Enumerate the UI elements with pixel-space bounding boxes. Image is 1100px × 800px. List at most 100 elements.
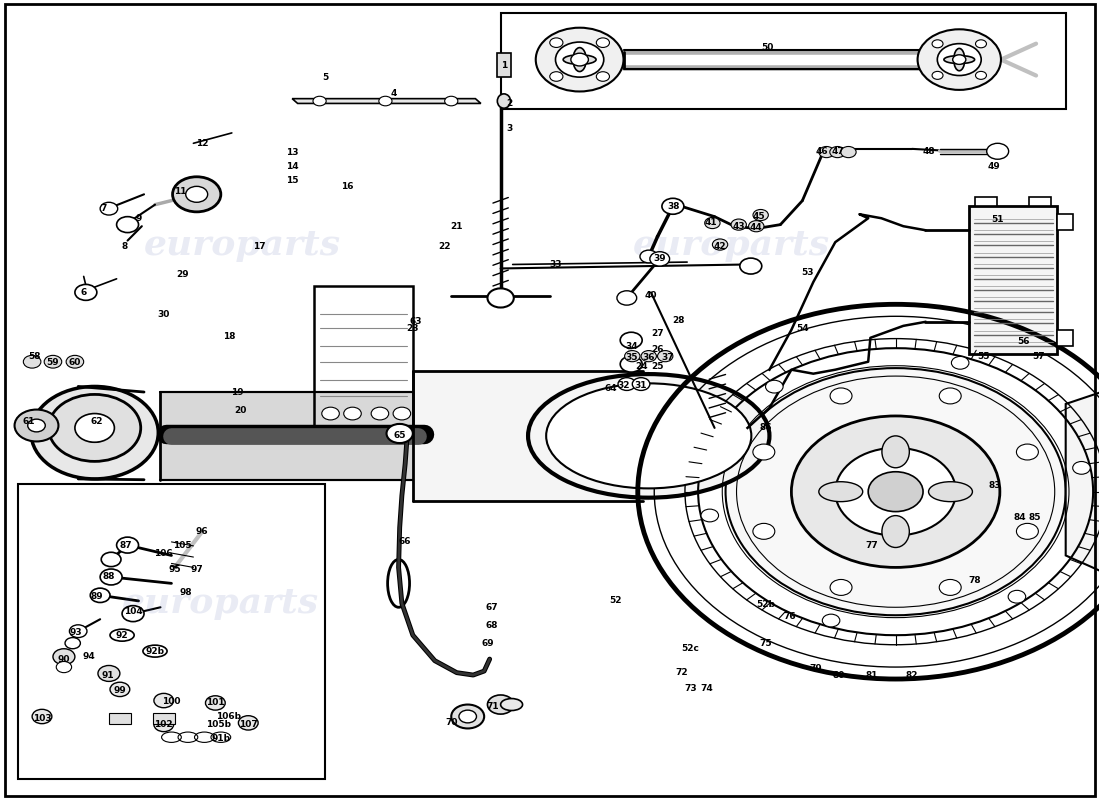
Text: 51: 51 <box>991 215 1004 224</box>
Circle shape <box>701 509 718 522</box>
Circle shape <box>56 662 72 673</box>
Circle shape <box>1016 523 1038 539</box>
Ellipse shape <box>944 55 975 63</box>
Text: 29: 29 <box>176 270 189 278</box>
Bar <box>315 286 412 426</box>
Text: 93: 93 <box>69 628 82 638</box>
Text: 49: 49 <box>988 162 1001 171</box>
Circle shape <box>154 694 174 708</box>
Text: 12: 12 <box>196 138 208 148</box>
Circle shape <box>939 579 961 595</box>
Text: 1: 1 <box>500 61 507 70</box>
Text: 94: 94 <box>82 652 96 662</box>
Circle shape <box>31 386 158 479</box>
Text: 85: 85 <box>1028 513 1042 522</box>
Circle shape <box>868 472 923 512</box>
Circle shape <box>28 419 45 432</box>
Text: 86: 86 <box>760 423 772 433</box>
Text: 9: 9 <box>135 214 142 222</box>
Circle shape <box>117 217 139 233</box>
Circle shape <box>840 146 856 158</box>
Text: 52: 52 <box>609 596 623 606</box>
Circle shape <box>713 239 728 250</box>
Circle shape <box>617 290 637 305</box>
Text: 91: 91 <box>101 670 114 679</box>
Circle shape <box>650 252 670 266</box>
Circle shape <box>749 221 764 232</box>
Text: 103: 103 <box>33 714 52 723</box>
Circle shape <box>766 380 783 393</box>
Text: 3: 3 <box>506 125 513 134</box>
Text: 7: 7 <box>100 204 107 213</box>
Text: 35: 35 <box>625 354 637 362</box>
Circle shape <box>829 146 845 158</box>
Circle shape <box>823 614 840 627</box>
Text: 20: 20 <box>234 406 246 415</box>
Text: 74: 74 <box>701 684 713 693</box>
Text: 37: 37 <box>661 354 673 362</box>
Circle shape <box>322 407 339 420</box>
Text: 57: 57 <box>1032 352 1045 361</box>
Ellipse shape <box>547 383 751 488</box>
Text: 4: 4 <box>390 89 397 98</box>
Text: 73: 73 <box>684 684 696 693</box>
Text: 97: 97 <box>190 565 204 574</box>
Text: 22: 22 <box>439 242 451 250</box>
Circle shape <box>752 444 774 460</box>
Ellipse shape <box>954 49 965 70</box>
Text: 65: 65 <box>394 430 406 439</box>
Circle shape <box>206 696 225 710</box>
Circle shape <box>571 54 588 66</box>
Text: 23: 23 <box>407 324 419 333</box>
Text: 8: 8 <box>121 242 128 250</box>
Circle shape <box>444 96 458 106</box>
Ellipse shape <box>528 374 769 498</box>
Text: 84: 84 <box>1013 513 1026 522</box>
Circle shape <box>75 285 97 300</box>
Text: 24: 24 <box>635 362 648 371</box>
Circle shape <box>154 718 174 732</box>
Bar <box>1057 214 1074 230</box>
Circle shape <box>641 350 657 362</box>
Circle shape <box>48 394 141 462</box>
Ellipse shape <box>500 698 522 710</box>
Circle shape <box>1016 444 1038 460</box>
Text: 28: 28 <box>672 316 684 325</box>
Text: 102: 102 <box>154 720 173 729</box>
Text: 80: 80 <box>833 670 845 679</box>
Text: 56: 56 <box>1018 338 1031 346</box>
Text: 77: 77 <box>865 542 878 550</box>
Text: 26: 26 <box>651 346 663 354</box>
Text: 100: 100 <box>162 697 180 706</box>
Text: 32: 32 <box>617 381 630 390</box>
Circle shape <box>186 186 208 202</box>
Text: 17: 17 <box>253 242 265 250</box>
Text: 36: 36 <box>642 354 654 362</box>
Text: europarts: europarts <box>632 227 829 262</box>
Text: 71: 71 <box>486 702 499 711</box>
Circle shape <box>451 705 484 729</box>
Text: 75: 75 <box>760 638 772 648</box>
Text: 98: 98 <box>179 589 192 598</box>
Circle shape <box>393 407 410 420</box>
Text: 83: 83 <box>988 481 1001 490</box>
Circle shape <box>81 423 108 442</box>
Bar <box>1057 330 1074 346</box>
Text: 14: 14 <box>286 162 298 171</box>
Circle shape <box>459 710 476 723</box>
Circle shape <box>932 71 943 79</box>
Text: 52b: 52b <box>757 600 776 610</box>
Ellipse shape <box>573 48 586 71</box>
Text: 105b: 105b <box>206 720 231 729</box>
Text: 104: 104 <box>123 606 142 616</box>
Text: 88: 88 <box>102 573 116 582</box>
Text: 11: 11 <box>174 186 187 196</box>
Circle shape <box>830 579 852 595</box>
Circle shape <box>726 368 1066 615</box>
Text: 72: 72 <box>675 668 688 677</box>
Circle shape <box>487 695 514 714</box>
Circle shape <box>556 42 604 77</box>
Circle shape <box>100 202 118 215</box>
Text: 18: 18 <box>223 332 235 341</box>
Circle shape <box>59 407 130 458</box>
